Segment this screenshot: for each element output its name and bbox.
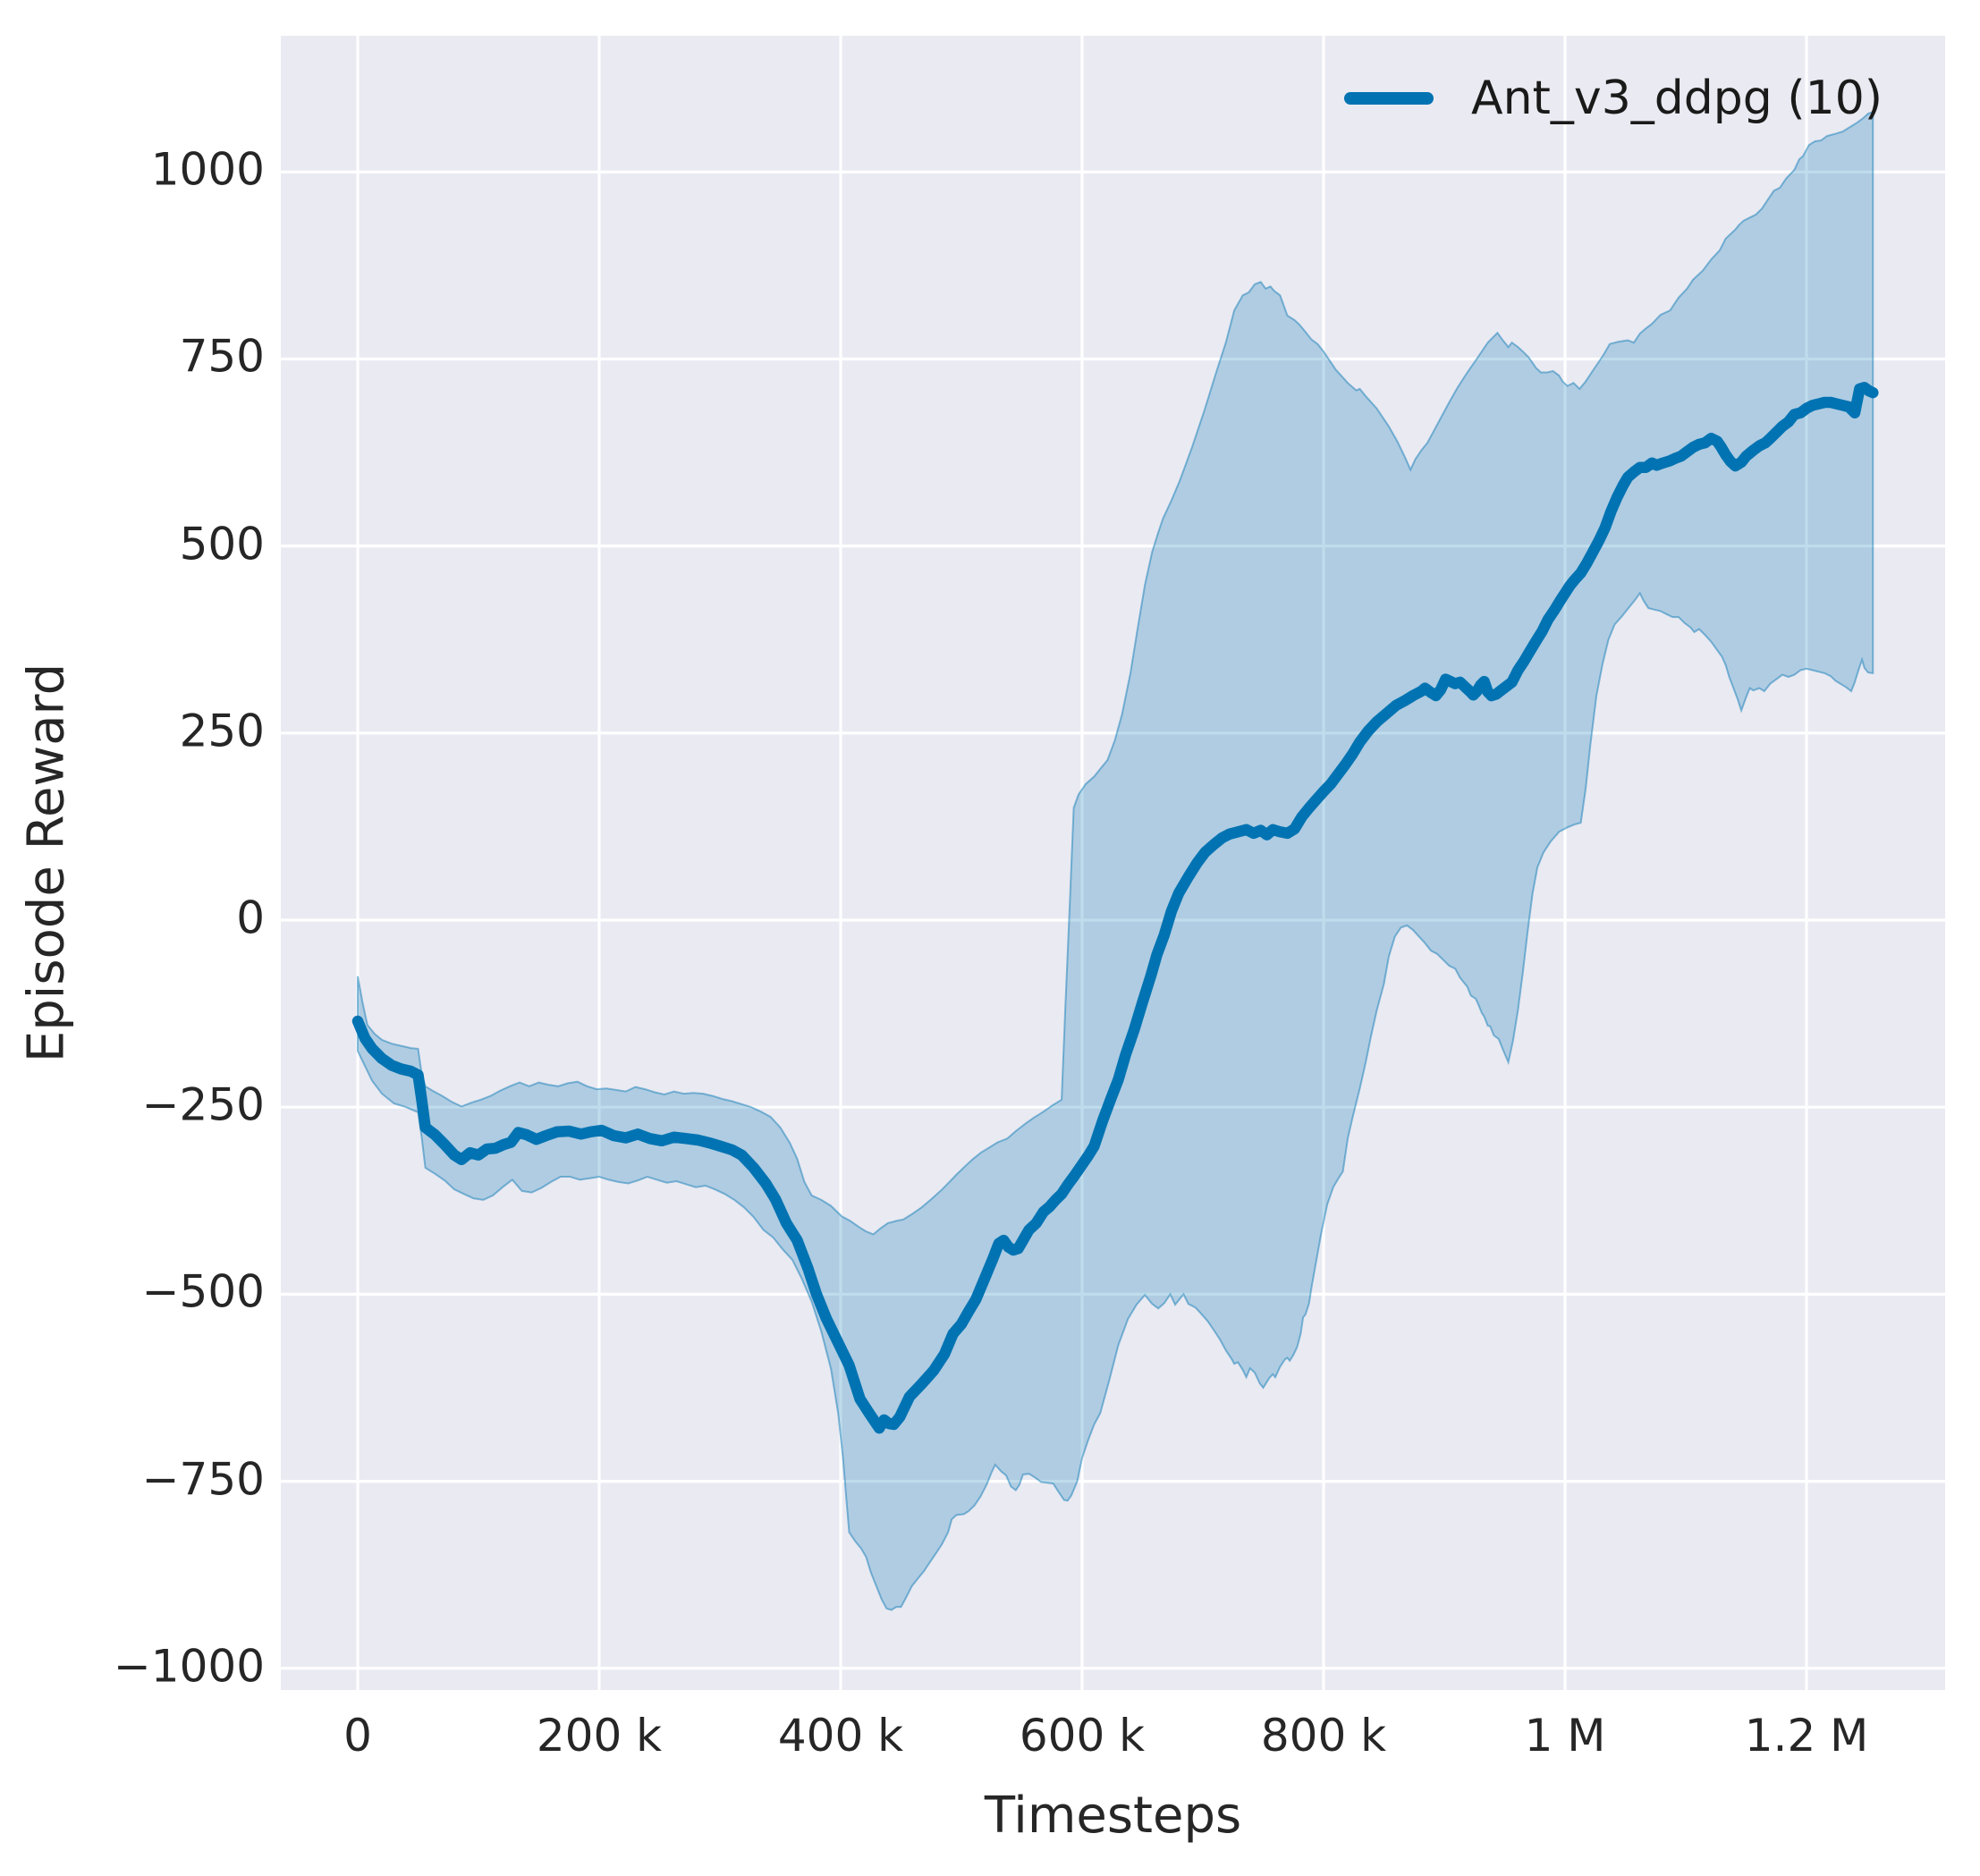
y-tick-label: 0 [236,892,265,944]
y-tick-label: −500 [141,1266,265,1319]
y-tick-label: −1000 [113,1640,265,1693]
y-tick-label: −750 [141,1453,265,1506]
x-axis-label: Timesteps [984,1787,1242,1845]
legend-series-label: Ant_v3_ddpg (10) [1471,72,1883,125]
x-tick-label: 1.2 M [1744,1710,1869,1762]
y-tick-label: 500 [179,518,265,570]
x-tick-label: 800 k [1260,1710,1387,1762]
y-axis-label: Episode Reward [17,663,76,1063]
x-tick-label: 400 k [777,1710,904,1762]
legend: Ant_v3_ddpg (10) [1344,70,1883,127]
y-tick-label: 250 [179,705,265,757]
x-tick-label: 200 k [536,1710,663,1762]
y-tick-label: −250 [141,1078,265,1131]
x-tick-label: 600 k [1019,1710,1146,1762]
legend-line-sample [1344,92,1434,105]
x-tick-label: 1 M [1524,1710,1606,1762]
y-tick-label: 1000 [150,143,265,196]
x-tick-label: 0 [343,1710,372,1762]
y-tick-label: 750 [179,331,265,384]
